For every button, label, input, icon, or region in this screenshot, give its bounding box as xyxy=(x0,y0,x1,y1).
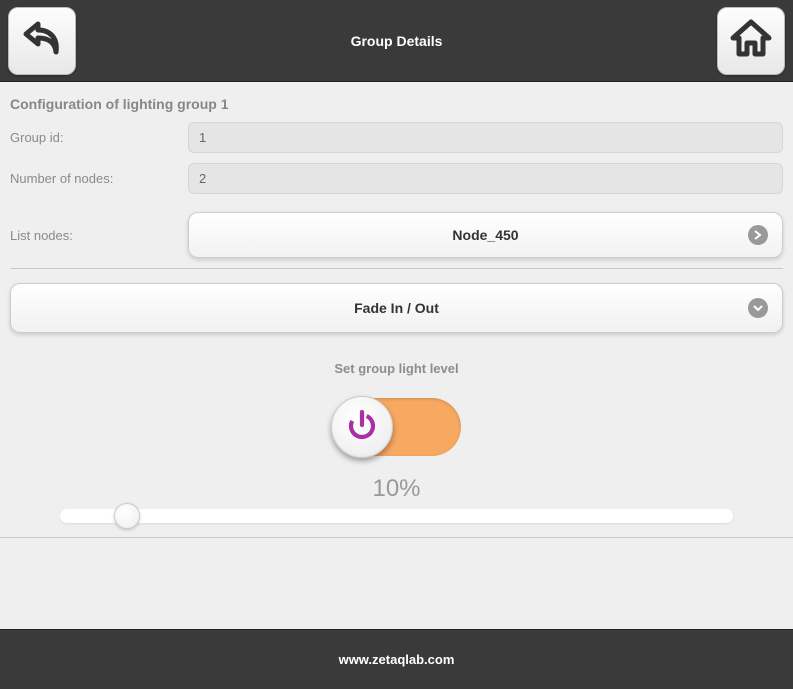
group-id-input xyxy=(188,122,783,153)
section-title: Configuration of lighting group 1 xyxy=(10,96,783,112)
node-count-row: Number of nodes: xyxy=(10,163,783,194)
light-slider[interactable] xyxy=(60,509,733,523)
fade-dropdown-button[interactable]: Fade In / Out xyxy=(10,283,783,333)
group-id-label: Group id: xyxy=(10,130,188,145)
selected-node-text: Node_450 xyxy=(452,227,518,243)
divider xyxy=(0,537,793,538)
home-icon xyxy=(729,16,773,65)
list-nodes-row: List nodes: Node_450 xyxy=(10,212,783,258)
group-id-row: Group id: xyxy=(10,122,783,153)
light-level-title: Set group light level xyxy=(10,361,783,376)
chevron-down-icon xyxy=(748,298,768,318)
slider-container xyxy=(10,509,783,523)
divider xyxy=(10,268,783,269)
chevron-right-icon xyxy=(748,225,768,245)
toggle-knob xyxy=(331,396,393,458)
footer-link[interactable]: www.zetaqlab.com xyxy=(339,652,455,667)
node-count-input xyxy=(188,163,783,194)
fade-button-label: Fade In / Out xyxy=(354,300,439,316)
node-select-button[interactable]: Node_450 xyxy=(188,212,783,258)
back-arrow-icon xyxy=(20,16,64,65)
light-level-section: Set group light level 10% xyxy=(10,361,783,538)
home-button[interactable] xyxy=(717,7,785,75)
light-percent-text: 10% xyxy=(10,475,783,503)
header-bar: Group Details xyxy=(0,0,793,82)
content-area: Configuration of lighting group 1 Group … xyxy=(0,82,793,538)
node-count-label: Number of nodes: xyxy=(10,171,188,186)
footer-bar: www.zetaqlab.com xyxy=(0,629,793,689)
slider-handle[interactable] xyxy=(114,503,140,529)
back-button[interactable] xyxy=(8,7,76,75)
list-nodes-label: List nodes: xyxy=(10,228,188,243)
light-toggle[interactable] xyxy=(333,398,461,456)
power-icon xyxy=(345,408,379,447)
page-title: Group Details xyxy=(351,33,443,49)
fade-row: Fade In / Out xyxy=(10,283,783,333)
